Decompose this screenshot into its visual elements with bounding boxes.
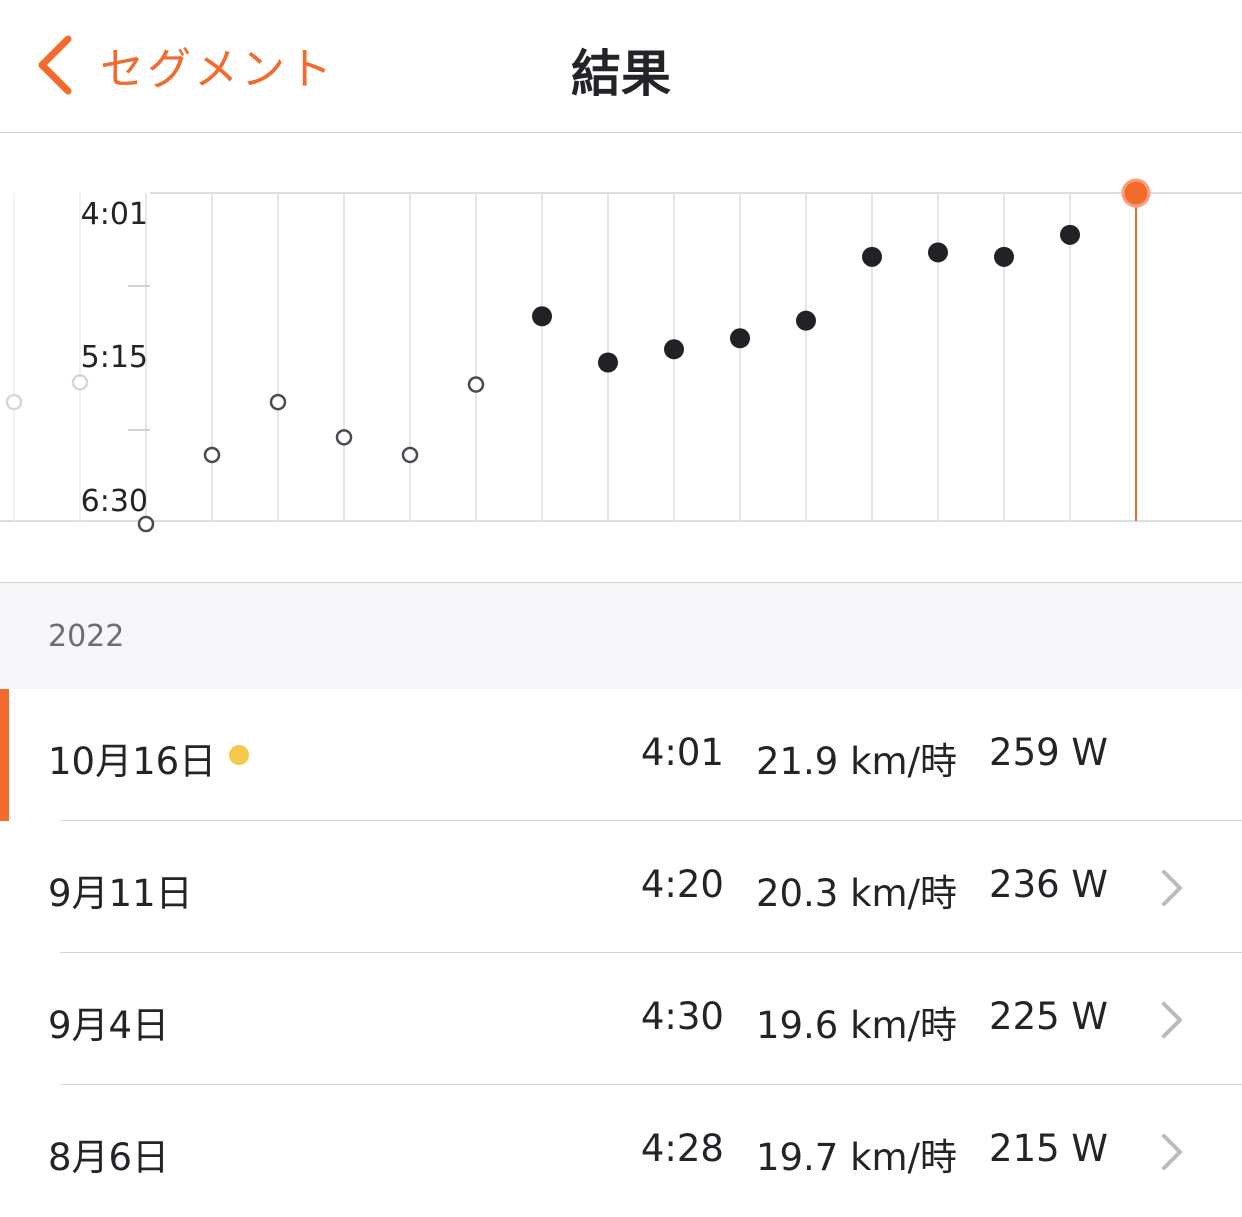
- result-date: 9月4日: [48, 1004, 170, 1047]
- results-chart[interactable]: 4:01 5:15 6:30: [0, 133, 1242, 583]
- result-power: 236 W: [989, 863, 1108, 906]
- chart-point: [335, 429, 353, 446]
- result-time: 4:20: [640, 863, 724, 906]
- result-time: 4:01: [640, 731, 724, 774]
- chart-point: [401, 446, 419, 464]
- result-row[interactable]: 8月6日 4:28 19.7 km/時 215 W: [0, 1085, 1242, 1217]
- year-section-header: 2022: [0, 583, 1242, 689]
- chart-divider: [0, 582, 1242, 583]
- chevron-right-icon: [1162, 1134, 1182, 1170]
- y-axis-tick-label: 6:30: [81, 484, 148, 519]
- row-divider: [60, 820, 1242, 821]
- y-axis-tick-label: 5:15: [81, 340, 148, 375]
- result-date: 8月6日: [48, 1136, 170, 1179]
- result-stats: 4:01 21.9 km/時 259 W: [609, 731, 1108, 785]
- result-date: 9月11日: [48, 872, 193, 915]
- back-button[interactable]: セグメント: [36, 30, 335, 100]
- chevron-left-icon: [38, 35, 72, 95]
- chart-point: [994, 246, 1014, 267]
- result-date: 10月16日: [48, 740, 217, 783]
- result-time: 4:28: [640, 1127, 724, 1170]
- chart-point: [532, 306, 552, 327]
- result-speed: 21.9 km/時: [755, 740, 958, 783]
- result-stats: 4:30 19.6 km/時 225 W: [609, 995, 1108, 1049]
- chart-point: [5, 393, 23, 411]
- chart-point: [598, 352, 618, 373]
- chevron-right-icon: [1162, 870, 1182, 906]
- chart-point: [71, 374, 89, 391]
- chart-point: [796, 310, 816, 331]
- chart-point: [467, 376, 485, 393]
- y-axis-tick-label: 4:01: [81, 197, 148, 232]
- chart-point: [730, 328, 750, 349]
- result-power: 215 W: [989, 1127, 1108, 1170]
- row-divider: [60, 1084, 1242, 1085]
- chart-grid: [0, 192, 1242, 522]
- result-power: 259 W: [989, 731, 1108, 774]
- selected-indicator: [0, 689, 9, 821]
- result-power: 225 W: [989, 995, 1108, 1038]
- chart-point: [664, 339, 684, 360]
- chart-point: [928, 242, 948, 263]
- result-speed: 19.7 km/時: [755, 1136, 958, 1179]
- chart-point: [862, 246, 882, 267]
- chart-points: [5, 178, 1151, 533]
- back-label: セグメント: [100, 44, 335, 95]
- chart-point: [137, 515, 155, 533]
- chevron-right-icon: [1162, 1002, 1182, 1038]
- result-stats: 4:28 19.7 km/時 215 W: [609, 1127, 1108, 1181]
- chart-point: [269, 393, 287, 411]
- row-divider: [60, 952, 1242, 953]
- nav-bar: セグメント 結果: [0, 0, 1242, 133]
- result-stats: 4:20 20.3 km/時 236 W: [609, 863, 1108, 917]
- result-speed: 20.3 km/時: [755, 872, 958, 915]
- result-row[interactable]: 10月16日 4:01 21.9 km/時 259 W: [0, 689, 1242, 821]
- results-chart-svg: 4:01 5:15 6:30: [0, 178, 1242, 533]
- chart-point: [203, 446, 221, 464]
- best-effort-badge: [229, 745, 249, 765]
- chart-point-selected: [1121, 178, 1151, 208]
- result-row[interactable]: 9月4日 4:30 19.6 km/時 225 W: [0, 953, 1242, 1085]
- year-label: 2022: [48, 619, 125, 654]
- result-row[interactable]: 9月11日 4:20 20.3 km/時 236 W: [0, 821, 1242, 953]
- result-time: 4:30: [640, 995, 724, 1038]
- y-axis: 4:01 5:15 6:30: [81, 197, 150, 519]
- page-title: 結果: [571, 45, 671, 103]
- chart-point: [1060, 224, 1080, 245]
- result-speed: 19.6 km/時: [755, 1004, 958, 1047]
